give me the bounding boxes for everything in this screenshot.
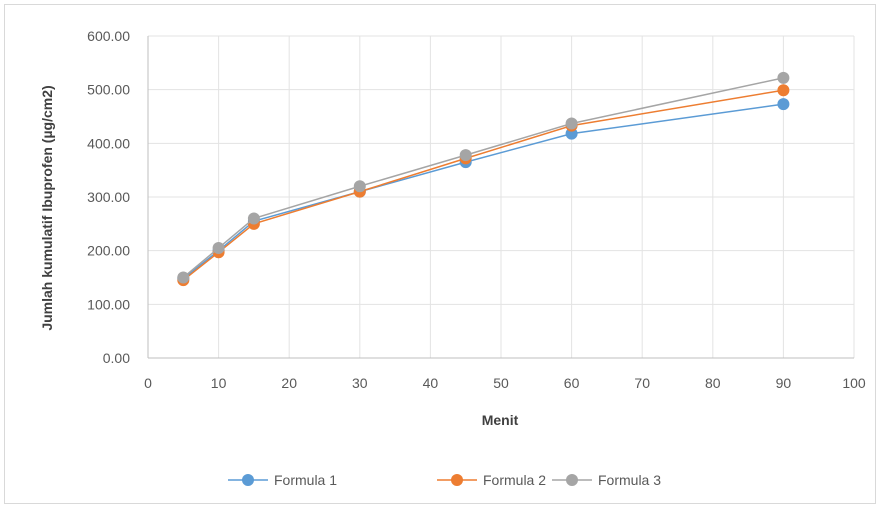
x-tick-label: 40 <box>423 375 439 391</box>
series-line <box>182 103 784 280</box>
x-tick-label: 80 <box>705 375 721 391</box>
series-1 <box>177 98 790 285</box>
x-tick-label: 90 <box>776 375 792 391</box>
legend-marker <box>451 474 463 486</box>
x-axis-title: Menit <box>482 412 519 428</box>
legend-item: Formula 2 <box>437 472 546 488</box>
x-tick-label: 50 <box>493 375 509 391</box>
data-point <box>565 117 578 130</box>
x-tick-label: 10 <box>211 375 227 391</box>
y-tick-label: 0.00 <box>103 350 130 366</box>
y-tick-label: 200.00 <box>87 243 130 259</box>
x-tick-label: 0 <box>144 375 152 391</box>
series-layer <box>177 71 790 287</box>
data-point <box>777 98 790 111</box>
y-tick-label: 500.00 <box>87 82 130 98</box>
series-line <box>182 77 784 279</box>
legend-label: Formula 1 <box>274 472 337 488</box>
y-tick-labels: 0.00 100.00 200.00 300.00 400.00 500.00 600.00 <box>87 28 130 366</box>
y-axis-title: Jumlah kumulatif Ibuprofen (µg/cm2) <box>39 85 55 330</box>
y-tick-label: 300.00 <box>87 189 130 205</box>
legend-label: Formula 2 <box>483 472 546 488</box>
legend-label: Formula 3 <box>598 472 661 488</box>
x-tick-labels: 0 10 20 30 40 50 60 70 80 90 100 <box>144 375 866 391</box>
y-tick-label: 400.00 <box>87 135 130 151</box>
data-point <box>777 84 790 97</box>
x-tick-label: 70 <box>634 375 650 391</box>
y-tick-label: 600.00 <box>87 28 130 44</box>
legend-marker <box>242 474 254 486</box>
legend-item: Formula 3 <box>552 472 661 488</box>
axes <box>147 36 854 359</box>
data-point <box>459 149 472 162</box>
data-point <box>247 212 260 225</box>
data-point <box>777 71 790 84</box>
series-2 <box>177 84 790 287</box>
grid-lines <box>148 35 855 358</box>
y-tick-label: 100.00 <box>87 296 130 312</box>
legend-marker <box>566 474 578 486</box>
x-tick-label: 100 <box>842 375 866 391</box>
x-tick-label: 30 <box>352 375 368 391</box>
x-tick-label: 60 <box>564 375 580 391</box>
legend-item: Formula 1 <box>228 472 337 488</box>
data-point <box>177 271 190 284</box>
x-tick-label: 20 <box>281 375 297 391</box>
chart-frame <box>4 4 876 504</box>
series-3 <box>177 71 790 284</box>
data-point <box>212 241 225 254</box>
legend: Formula 1 Formula 2 Formula 3 <box>228 472 661 488</box>
data-point <box>353 180 366 193</box>
series-line <box>182 89 784 281</box>
